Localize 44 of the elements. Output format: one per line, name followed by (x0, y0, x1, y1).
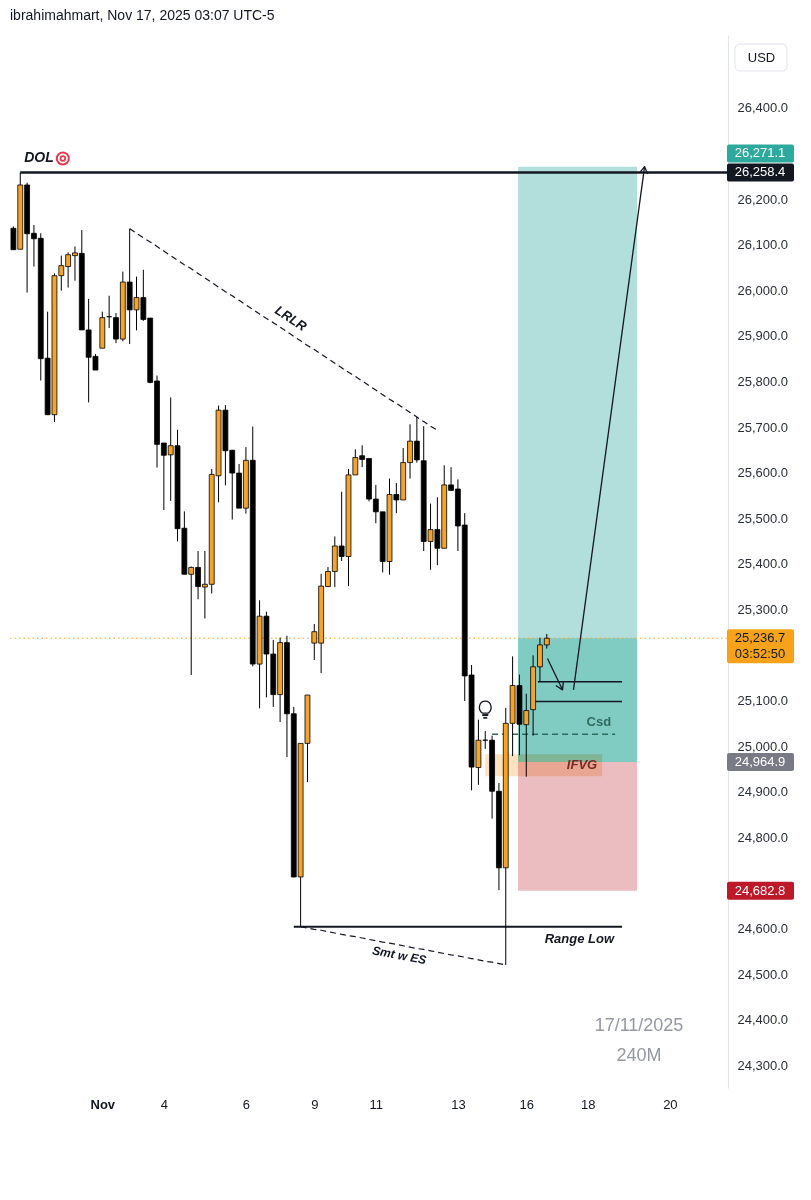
y-tick-label: 24,300.0 (737, 1057, 789, 1073)
x-tick-label: Nov (90, 1096, 116, 1112)
text: 26,258.4 (734, 164, 786, 180)
text: 26,271.1 (734, 145, 786, 161)
y-axis-title: USD (747, 49, 776, 65)
text: 03:52:50 (734, 646, 786, 662)
y-tick-label: 25,500.0 (737, 510, 789, 526)
annotation: 240M (616, 1045, 662, 1065)
y-tick-label: 24,400.0 (737, 1012, 789, 1028)
x-tick-label: 16 (519, 1096, 535, 1112)
y-tick-label: 25,700.0 (737, 419, 789, 435)
y-tick-label: 26,000.0 (737, 282, 789, 298)
y-tick-label: 25,900.0 (737, 328, 789, 344)
text: 25,236.7 (734, 630, 786, 646)
y-tick-label: 24,900.0 (737, 784, 789, 800)
y-tick-label: 24,600.0 (737, 920, 789, 936)
x-tick-label: 4 (160, 1096, 168, 1112)
y-tick-label: 25,800.0 (737, 373, 789, 389)
x-tick-label: 13 (451, 1096, 466, 1112)
text: Smt w ES (371, 943, 428, 968)
annotation: 17/11/2025 (594, 1015, 684, 1035)
y-tick-label: 25,400.0 (737, 556, 789, 572)
x-tick-label: 20 (663, 1096, 678, 1112)
x-tick-label: 6 (242, 1096, 251, 1112)
y-tick-label: 26,200.0 (737, 191, 789, 207)
y-tick-label: 26,100.0 (737, 237, 789, 253)
y-tick-label: 25,300.0 (737, 601, 789, 617)
ref-line-label: DOL (24, 149, 54, 166)
y-tick-label: 26,400.0 (737, 100, 789, 116)
ref-line-label: Range Low (544, 930, 615, 946)
band-label: IFVG (566, 757, 598, 773)
y-tick-label: 24,500.0 (737, 966, 789, 982)
y-tick-label: 24,800.0 (737, 829, 789, 845)
chart-title: ibrahimahmart, Nov 17, 2025 03:07 UTC-5 (10, 7, 275, 23)
y-tick-label: 25,000.0 (737, 738, 789, 754)
text: 24,682.8 (734, 882, 786, 898)
ref-line-label: Csd (586, 714, 612, 730)
y-tick-label: 25,100.0 (737, 693, 789, 709)
x-tick-label: 9 (311, 1096, 319, 1112)
x-tick-label: 18 (581, 1096, 596, 1112)
x-tick-label: 11 (369, 1096, 384, 1112)
line-series (129, 228, 438, 431)
text: 24,964.9 (734, 754, 786, 770)
y-tick-label: 25,600.0 (737, 465, 789, 481)
